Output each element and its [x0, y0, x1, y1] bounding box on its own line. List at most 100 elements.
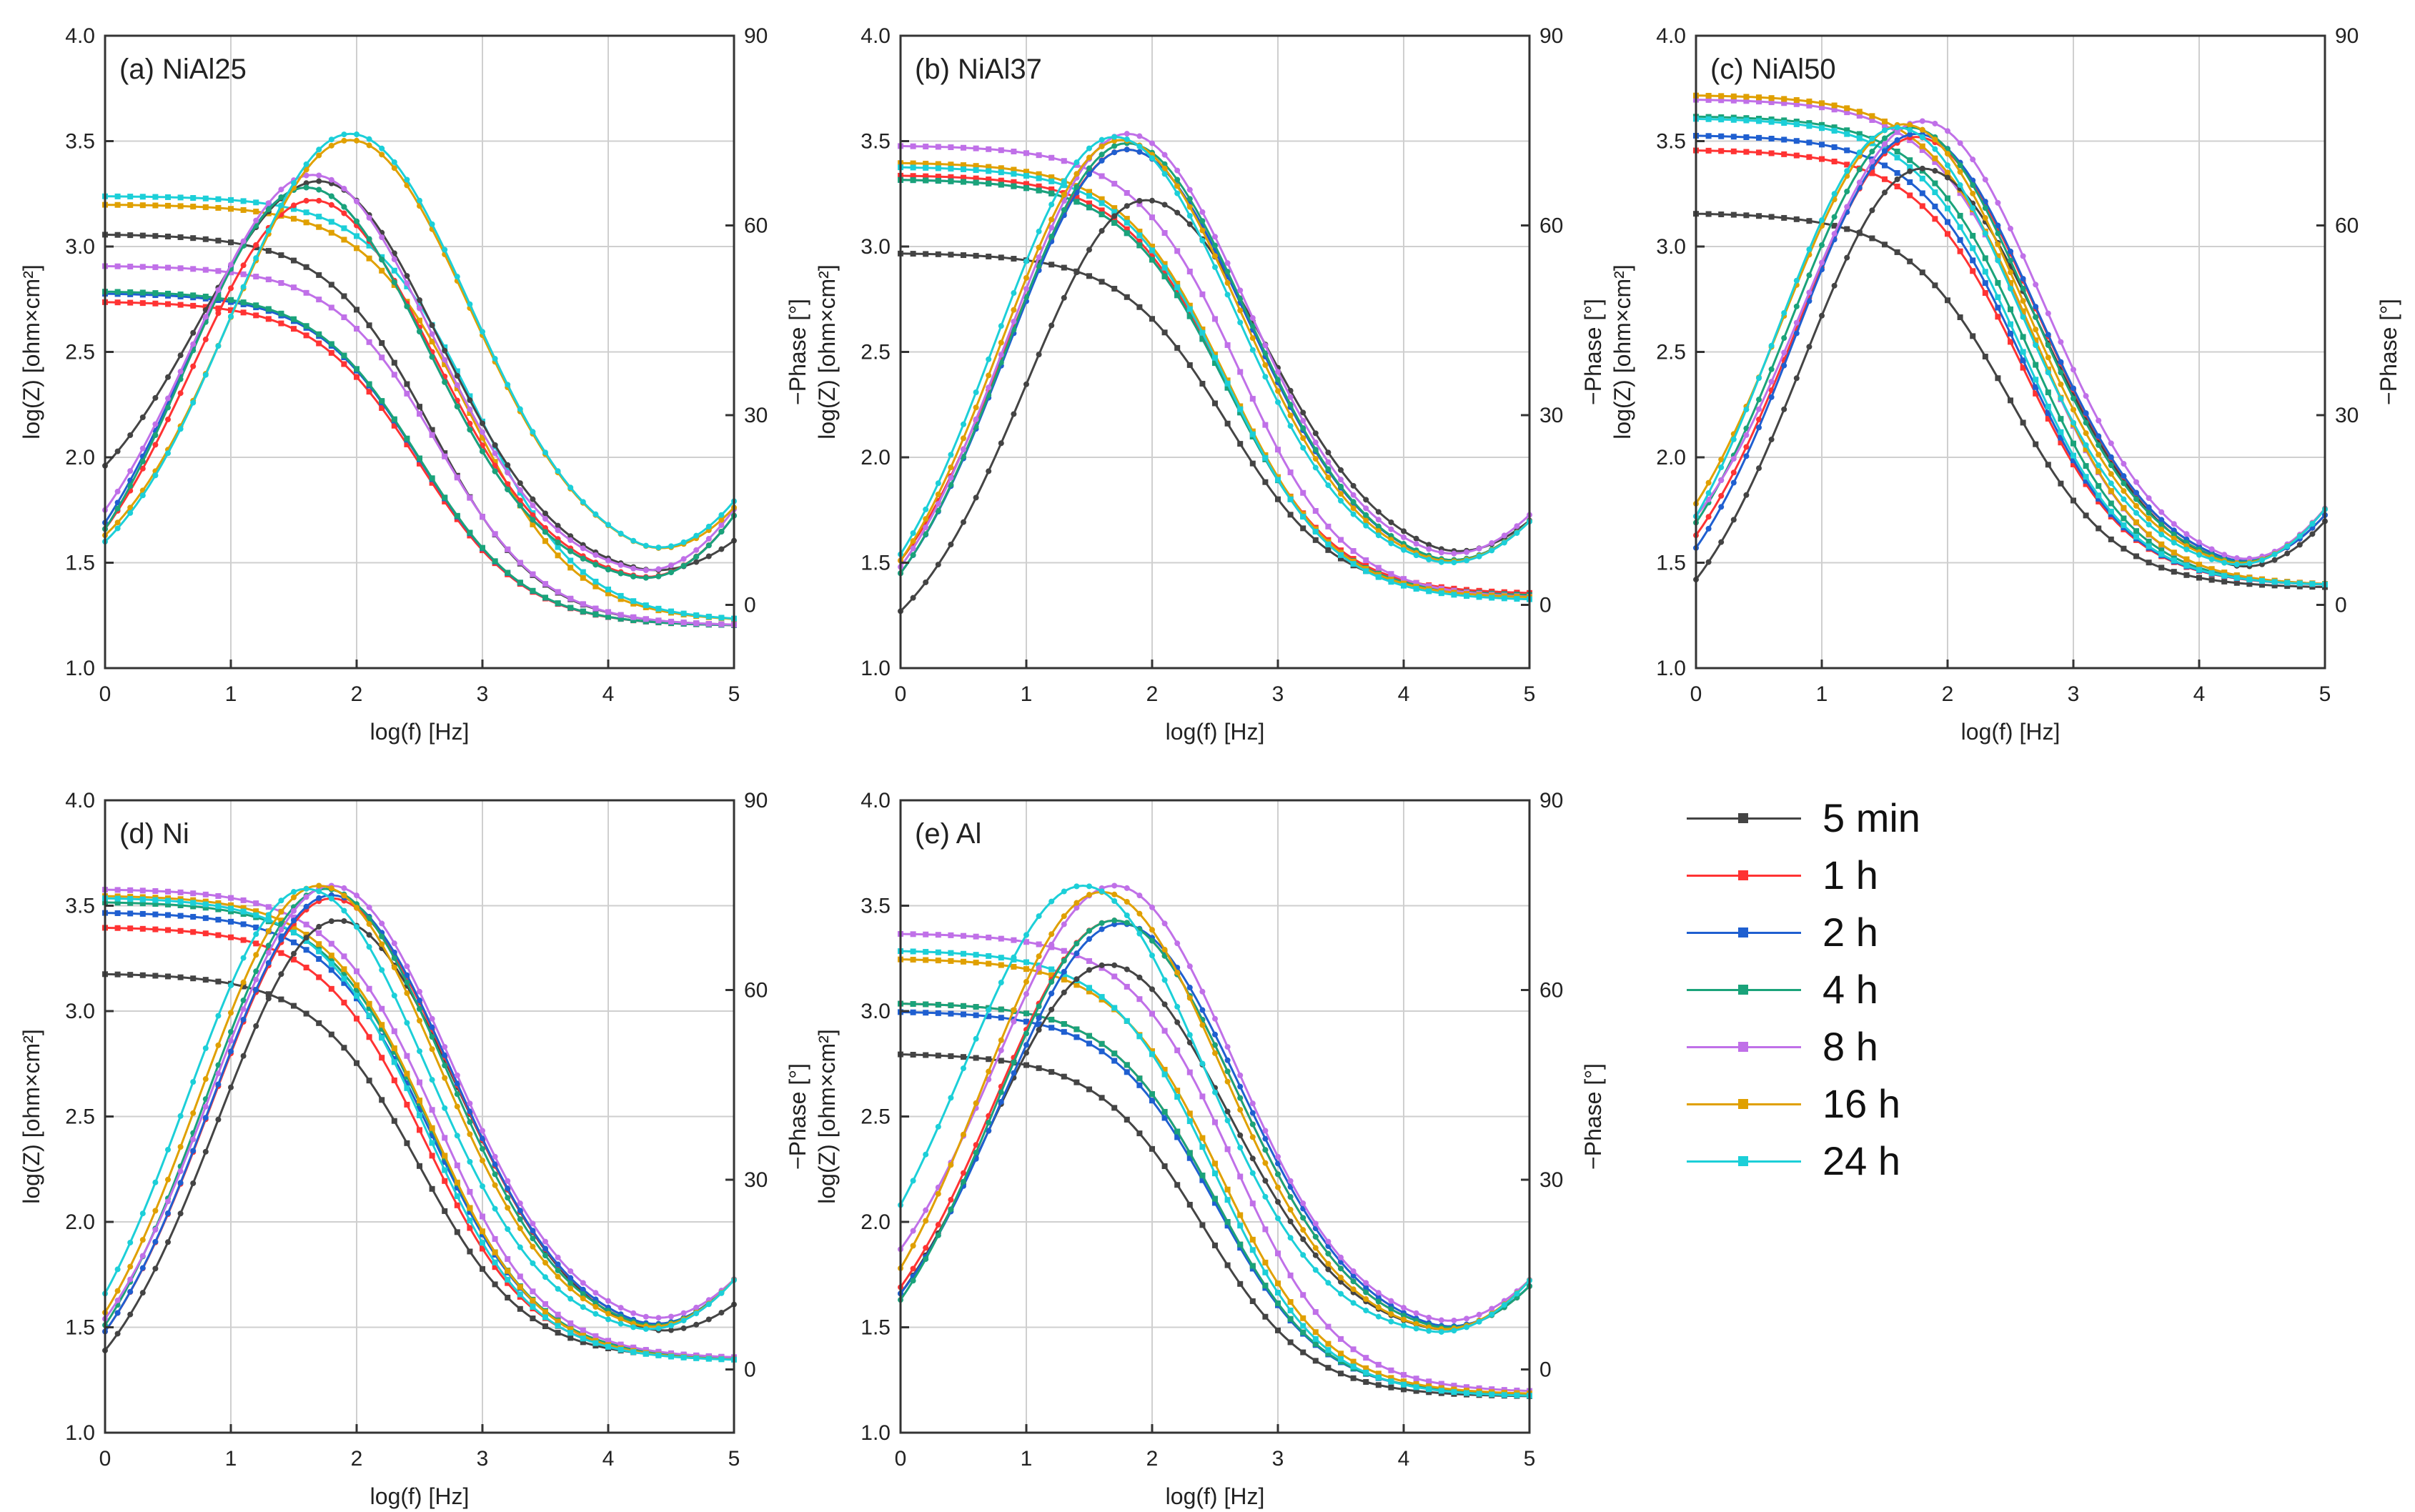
phase-point [152, 394, 159, 401]
phase-point [1262, 1135, 1269, 1142]
logz-point [1756, 134, 1762, 141]
legend-label-4h: 4 h [1823, 967, 1878, 1012]
logz-point [1262, 1313, 1269, 1320]
phase-point [328, 885, 334, 891]
logz-point [1262, 454, 1269, 461]
phase-point [1186, 213, 1193, 219]
y-tick-label: 3.5 [65, 895, 95, 918]
logz-point [1249, 460, 1256, 467]
y-tick-label: 1.5 [65, 1316, 95, 1340]
phase-point [1501, 1302, 1507, 1308]
phase-point [2221, 559, 2228, 566]
logz-point [1831, 102, 1838, 109]
phase-point [1982, 176, 1988, 183]
phase-point [202, 372, 209, 378]
logz-point [1111, 286, 1118, 292]
logz-point [1023, 185, 1029, 192]
logz-point [1894, 149, 1900, 155]
logz-point [1718, 211, 1725, 217]
phase-point [1907, 168, 1913, 174]
logz-point [592, 1340, 599, 1346]
phase-point [127, 1276, 134, 1283]
logz-point [948, 178, 954, 184]
logz-point [1023, 173, 1029, 179]
phase-point [1312, 1267, 1319, 1273]
phase-point [2083, 442, 2089, 448]
y-tick-label: 1.5 [1656, 552, 1686, 575]
logz-point [1249, 1236, 1256, 1243]
x-tick-label: 4 [2193, 682, 2206, 706]
phase-point [303, 903, 309, 910]
logz-point [1224, 1219, 1231, 1225]
logz-point [215, 268, 222, 274]
logz-point [1061, 1073, 1067, 1080]
logz-point [354, 993, 359, 999]
phase-point [1932, 120, 1938, 126]
y-tick-label: 2.0 [1656, 446, 1686, 469]
logz-point [454, 1179, 460, 1185]
logz-point [391, 1077, 397, 1083]
phase-point [2033, 314, 2039, 320]
phase-markers-24h [1693, 124, 2328, 567]
y2-tick-label: 90 [744, 24, 768, 48]
logz-point [505, 546, 511, 552]
logz-point [505, 1255, 511, 1262]
phase-point [2033, 282, 2039, 288]
logz-point [366, 985, 372, 992]
phase-point [1136, 974, 1143, 980]
logz-markers-24h [898, 164, 1532, 602]
phase-point [1338, 483, 1344, 489]
logz-point [2096, 483, 2102, 489]
phase-point [404, 990, 410, 996]
phase-point [190, 363, 197, 369]
logz-point [1793, 152, 1800, 159]
logz-point [2146, 538, 2152, 544]
logz-point [114, 887, 121, 893]
phase-point [961, 421, 966, 427]
logz-point [1111, 973, 1118, 980]
phase-point [492, 462, 498, 469]
phase-point [253, 1023, 259, 1029]
panel-label: (b) NiAl37 [915, 54, 1042, 85]
phase-point [530, 502, 536, 509]
phase-point [1161, 151, 1168, 158]
logz-point [1224, 377, 1231, 384]
logz-point [442, 498, 448, 504]
phase-point [2133, 489, 2139, 496]
logz-point [2133, 519, 2139, 525]
logz-point [379, 1025, 385, 1032]
phase-point [1401, 1316, 1407, 1323]
phase-point [1982, 230, 1988, 237]
phase-point [555, 1267, 561, 1273]
phase-point [1224, 1078, 1231, 1085]
logz-point [1287, 1307, 1294, 1313]
phase-point [1099, 136, 1105, 143]
phase-point [935, 1222, 941, 1228]
logz-point [391, 1028, 397, 1035]
logz-point [986, 146, 992, 152]
logz-point [240, 983, 247, 990]
phase-point [2133, 502, 2139, 509]
logz-point [1856, 109, 1863, 115]
logz-point [379, 1055, 385, 1061]
logz-point [1438, 1381, 1444, 1387]
logz-point [165, 233, 171, 239]
phase-point [530, 1220, 536, 1227]
logz-point [2246, 581, 2253, 587]
logz-point [2133, 528, 2139, 534]
phase-point [693, 554, 700, 560]
phase-point [1730, 456, 1737, 462]
phase-point [480, 448, 485, 454]
phase-markers-1h [102, 197, 737, 580]
logz-point [316, 974, 322, 980]
phase-point [935, 507, 941, 514]
phase-point [542, 529, 548, 535]
phase-point [429, 221, 435, 227]
phase-point [961, 1170, 966, 1176]
logz-point [1161, 261, 1168, 267]
logz-point [1894, 154, 1900, 161]
phase-point [341, 210, 347, 217]
phase-point [1174, 1019, 1181, 1025]
logz-point [718, 1356, 725, 1363]
logz-point [1073, 199, 1080, 205]
